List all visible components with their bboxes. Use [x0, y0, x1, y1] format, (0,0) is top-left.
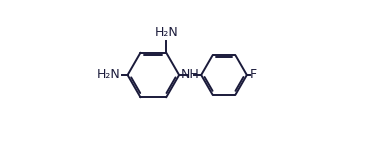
Text: H₂N: H₂N: [154, 26, 178, 39]
Text: H₂N: H₂N: [97, 69, 120, 81]
Text: F: F: [250, 69, 257, 81]
Text: NH: NH: [181, 69, 200, 81]
